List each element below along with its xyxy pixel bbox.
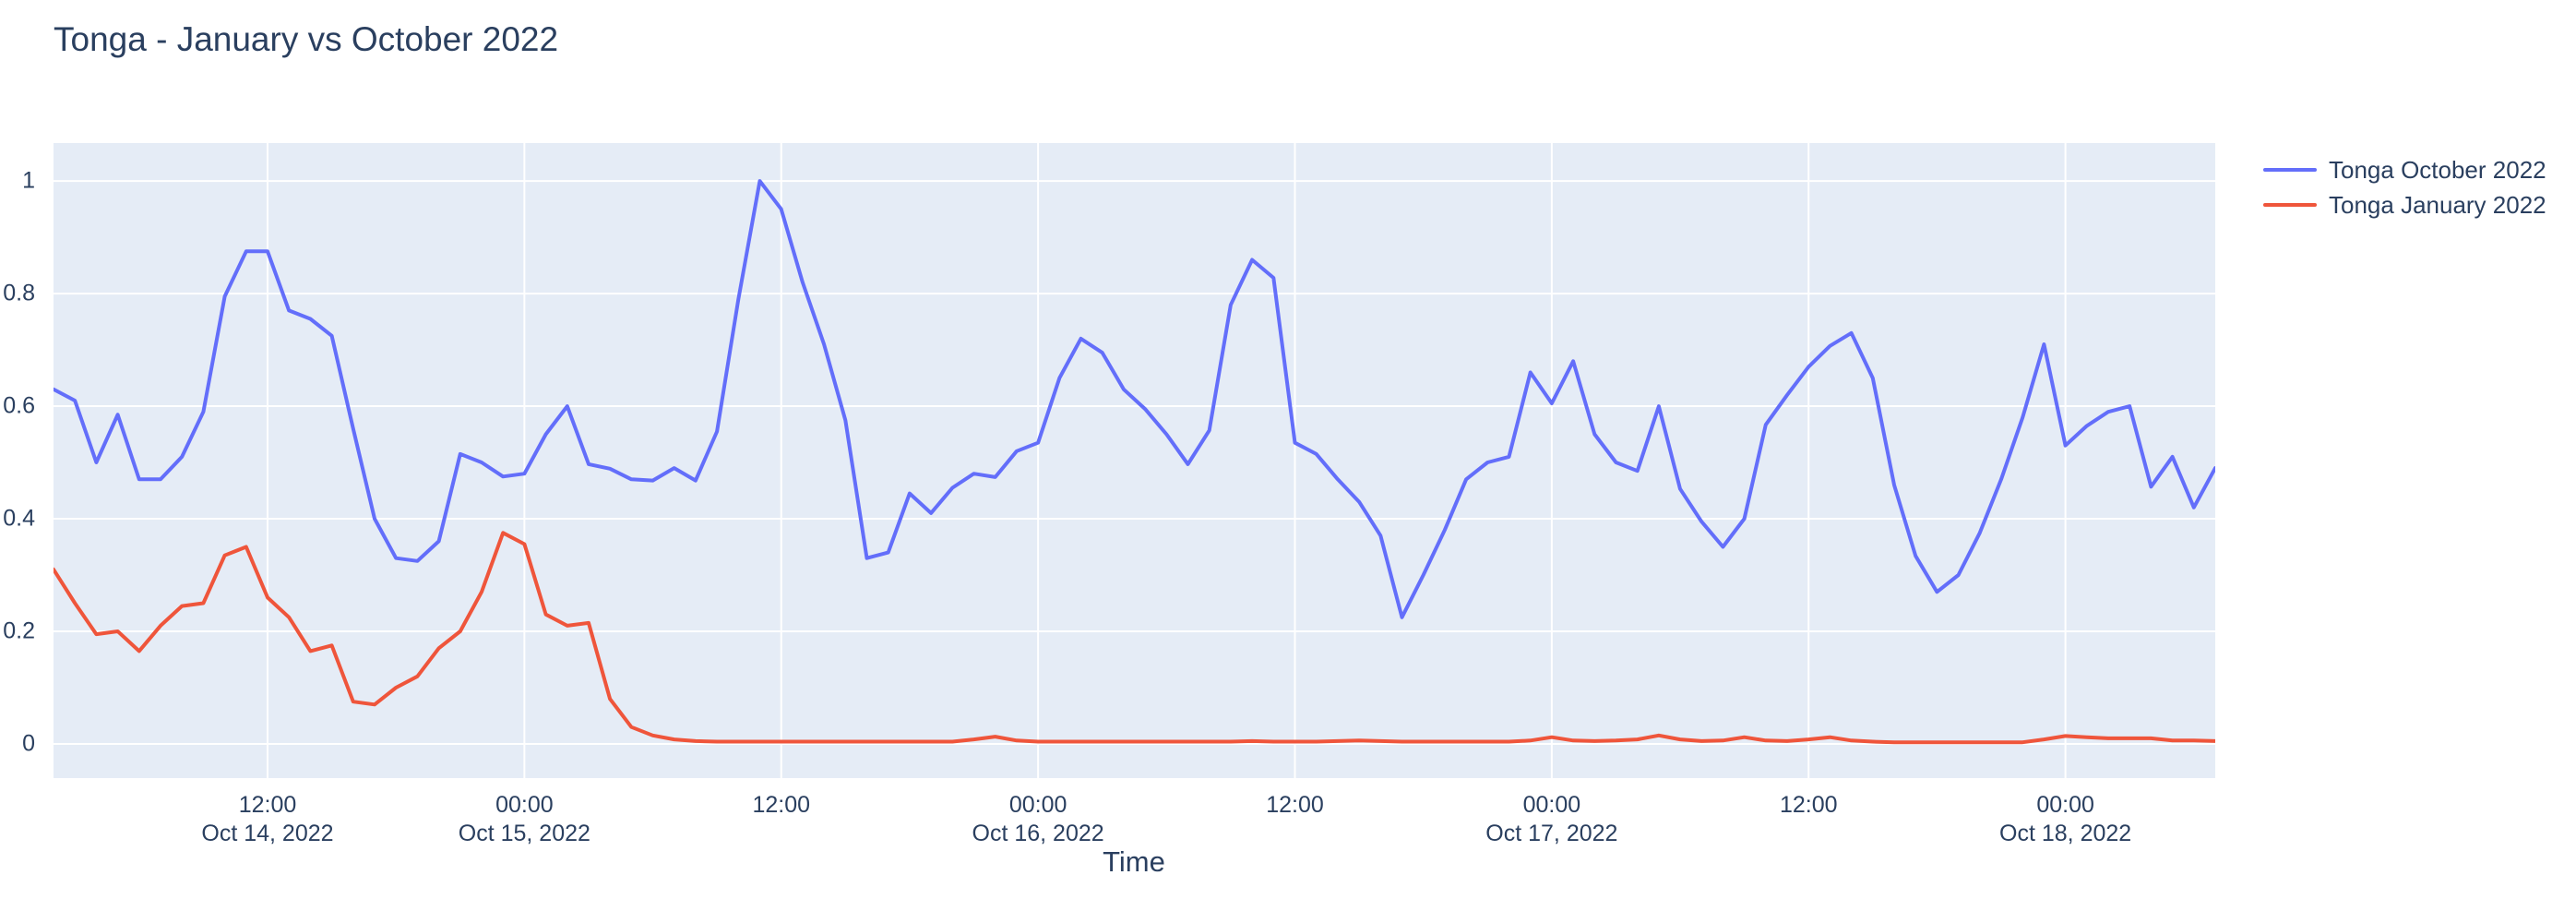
x-tick-label: 12:00 Oct 14, 2022 — [201, 792, 334, 846]
x-tick-label: 12:00 — [1266, 792, 1324, 818]
legend: Tonga October 2022 Tonga January 2022 — [2263, 152, 2546, 222]
october-series-line[interactable] — [54, 179, 2215, 619]
legend-item-january[interactable]: Tonga January 2022 — [2263, 187, 2546, 222]
january-line-sample-icon — [2263, 203, 2317, 207]
x-tick-label: 12:00 — [752, 792, 810, 818]
y-tick-label: 0 — [22, 730, 35, 757]
x-axis-title: Time — [1103, 845, 1165, 878]
y-tick-label: 1 — [22, 167, 35, 194]
x-tick-label: 00:00 Oct 15, 2022 — [458, 792, 590, 846]
plot-area[interactable] — [54, 143, 2215, 778]
y-tick-label: 0.8 — [3, 280, 35, 306]
legend-item-october[interactable]: Tonga October 2022 — [2263, 152, 2546, 187]
x-tick-label: 12:00 — [1779, 792, 1838, 818]
x-tick-label: 00:00 Oct 18, 2022 — [1999, 792, 2132, 846]
october-line-sample-icon — [2263, 168, 2317, 172]
x-tick-label: 00:00 Oct 17, 2022 — [1485, 792, 1618, 846]
january-series-line[interactable] — [54, 531, 2215, 745]
y-tick-label: 0.2 — [3, 617, 35, 644]
x-tick-label: 00:00 Oct 16, 2022 — [972, 792, 1104, 846]
legend-label-january: Tonga January 2022 — [2329, 190, 2546, 219]
y-tick-label: 0.4 — [3, 505, 35, 532]
plot-canvas[interactable] — [54, 143, 2215, 778]
chart-title: Tonga - January vs October 2022 — [54, 20, 559, 58]
legend-label-october: Tonga October 2022 — [2329, 155, 2546, 184]
y-tick-label: 0.6 — [3, 392, 35, 419]
